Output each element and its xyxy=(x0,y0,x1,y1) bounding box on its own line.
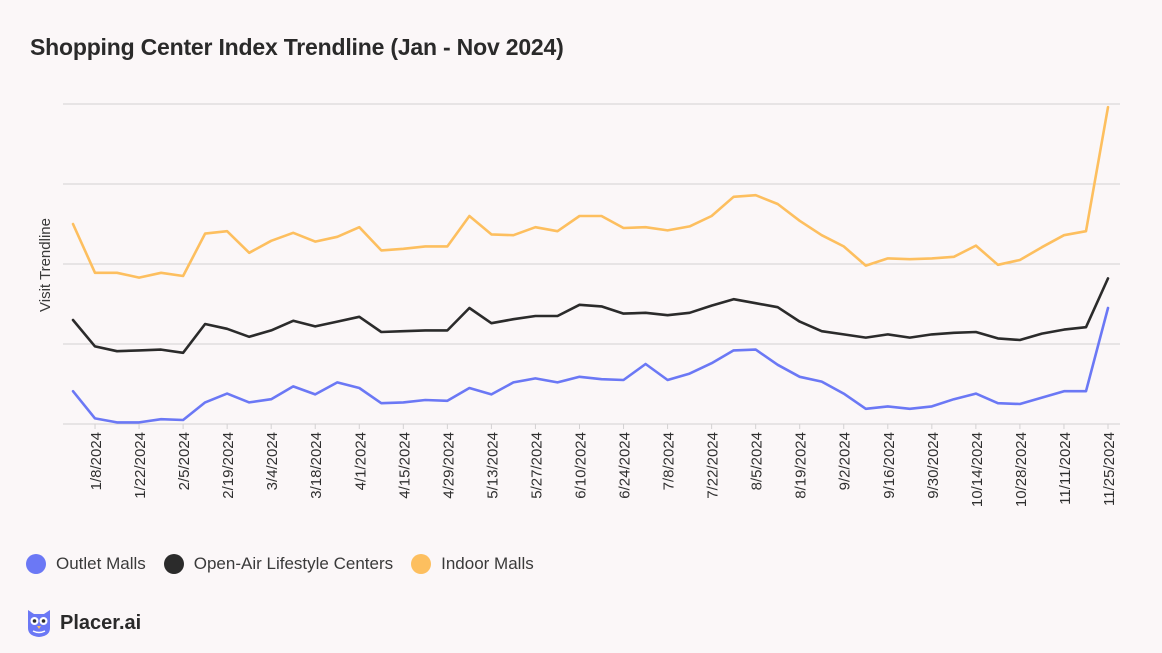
x-tick-label: 10/14/2024 xyxy=(969,432,986,507)
x-tick-label: 10/28/2024 xyxy=(1013,432,1030,507)
x-tick-label: 9/16/2024 xyxy=(881,432,898,499)
brand-logo: Placer.ai xyxy=(26,608,141,638)
x-tick-label: 9/30/2024 xyxy=(925,432,942,499)
x-tick-label: 7/22/2024 xyxy=(705,432,722,499)
grid-lines xyxy=(63,103,1120,425)
x-tick-label: 4/1/2024 xyxy=(352,432,369,490)
x-tick-label: 3/4/2024 xyxy=(264,432,281,490)
x-tick-label: 2/5/2024 xyxy=(176,432,193,490)
x-tick-label: 1/8/2024 xyxy=(88,432,105,490)
x-tick-label: 1/22/2024 xyxy=(132,432,149,499)
chart-title: Shopping Center Index Trendline (Jan - N… xyxy=(30,34,564,60)
x-tick-label: 11/11/2024 xyxy=(1057,432,1074,505)
legend-label-outlet-malls: Outlet Malls xyxy=(56,554,146,573)
x-tick-label: 5/13/2024 xyxy=(484,432,501,499)
series-line-open-air-lifestyle-centers[interactable] xyxy=(71,277,1110,355)
x-tick-label: 6/24/2024 xyxy=(617,432,634,499)
x-tick-label: 6/10/2024 xyxy=(572,432,589,499)
series-lines xyxy=(71,105,1110,424)
x-tick-label: 5/27/2024 xyxy=(528,432,545,499)
x-axis-tick-labels: 1/8/2024 1/22/2024 2/5/2024 2/19/2024 3/4/20… xyxy=(88,424,1118,507)
legend-item-open-air-lifestyle-centers[interactable]: Open-Air Lifestyle Centers xyxy=(163,554,394,574)
x-tick-label: 3/18/2024 xyxy=(308,432,325,499)
legend: Outlet Malls Open-Air Lifestyle Centers … xyxy=(26,554,552,574)
x-tick-label: 7/8/2024 xyxy=(661,432,678,490)
legend-dot-outlet-malls xyxy=(26,554,46,574)
x-tick-label: 4/15/2024 xyxy=(396,432,413,499)
x-tick-label: 2/19/2024 xyxy=(220,432,237,499)
x-tick-label: 8/5/2024 xyxy=(749,432,766,490)
legend-label-indoor-malls: Indoor Malls xyxy=(441,554,534,573)
legend-label-open-air-lifestyle-centers: Open-Air Lifestyle Centers xyxy=(193,554,394,573)
x-tick-label: 11/25/2024 xyxy=(1101,432,1118,506)
y-axis-label: Visit Trendline xyxy=(37,218,54,312)
legend-item-outlet-malls[interactable]: Outlet Malls xyxy=(26,554,146,574)
x-tick-label: 4/29/2024 xyxy=(440,432,457,499)
brand-name: Placer.ai xyxy=(60,611,142,634)
series-line-outlet-malls[interactable] xyxy=(71,306,1110,424)
legend-dot-indoor-malls xyxy=(411,554,432,574)
line-chart: Visit Trendline 1/8/2024 1/22/2024 2/5/202… xyxy=(37,103,1120,507)
legend-item-indoor-malls[interactable]: Indoor Malls xyxy=(411,554,534,574)
x-tick-label: 9/2/2024 xyxy=(837,432,854,490)
series-line-indoor-malls[interactable] xyxy=(71,105,1110,279)
owl-logo-icon xyxy=(28,610,50,637)
legend-dot-open-air-lifestyle-centers xyxy=(163,554,184,574)
x-tick-label: 8/19/2024 xyxy=(793,432,810,499)
